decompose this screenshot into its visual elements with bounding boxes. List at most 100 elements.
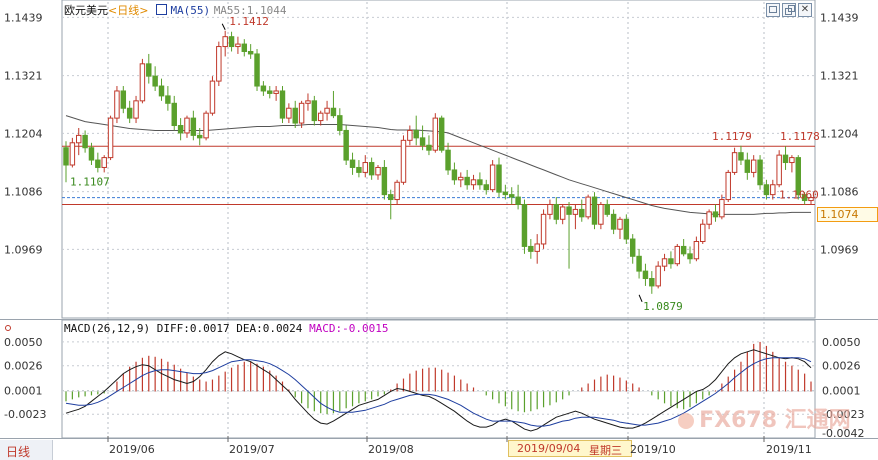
price-axis-right-label: 1.1321 — [820, 70, 859, 83]
candle-body — [674, 245, 681, 265]
macd-axis-left-label: 0.0050 — [4, 336, 43, 349]
candle-body — [801, 194, 808, 202]
candle-body — [114, 90, 120, 119]
candle-body — [547, 203, 553, 215]
price-axis-right-label: 1.1204 — [820, 127, 859, 140]
candle-body — [190, 117, 197, 136]
candle-body — [604, 203, 610, 215]
candle-body — [508, 194, 515, 198]
candle-body — [782, 154, 789, 164]
candle-body — [700, 223, 706, 242]
date-cursor-date: 2019/09/04 — [517, 442, 581, 455]
price-axis-left-label: 1.0969 — [4, 243, 43, 256]
candle-body — [419, 137, 426, 146]
candle-body — [808, 197, 814, 202]
candle-body — [750, 159, 757, 173]
candle-body — [610, 213, 617, 230]
candle-body — [107, 117, 114, 159]
candle-body — [203, 112, 209, 139]
candle-body — [413, 129, 419, 139]
candle-body — [63, 147, 69, 166]
candle-body — [566, 206, 572, 215]
candle-body — [795, 157, 801, 196]
candle-body — [598, 203, 604, 225]
candle-body — [101, 157, 107, 168]
candle-body — [464, 176, 470, 186]
current-price-label: 1.1074 — [820, 208, 859, 221]
window-icon[interactable] — [766, 3, 780, 17]
candle-body — [292, 107, 298, 124]
restore-icon[interactable] — [782, 3, 796, 17]
macd-dea: DEA:0.0024 — [236, 322, 303, 335]
candle-body — [241, 43, 248, 52]
candle-body — [623, 218, 630, 240]
candle-body — [572, 208, 579, 215]
current-price-box: 1.1074 — [817, 207, 878, 222]
close-icon[interactable]: ✕ — [798, 3, 812, 17]
candle-body — [642, 270, 649, 280]
macd-params: MACD(26,12,9) — [64, 322, 151, 335]
ma-label: MA(55) — [170, 4, 211, 17]
candle-body — [235, 43, 241, 48]
price-axis-left-label: 1.1086 — [4, 186, 43, 199]
candle-body — [305, 100, 311, 104]
high-annotation: 1.1412 — [229, 15, 269, 28]
candle-body — [388, 194, 394, 201]
price-axis-right-label: 1.1439 — [820, 11, 859, 24]
candle-body — [152, 75, 158, 87]
candle-body — [693, 241, 700, 260]
candle-body — [126, 107, 133, 119]
candle-body — [95, 159, 101, 168]
resistance-annotation: 1.1178 — [780, 130, 820, 143]
price-axis-right-label: 1.1086 — [820, 186, 859, 199]
peak-annotation: 1.1179 — [712, 130, 752, 143]
candle-body — [521, 203, 528, 247]
candle-body — [738, 152, 744, 161]
candle-body — [649, 278, 655, 287]
price-panel-frame — [61, 0, 816, 319]
candle-body — [757, 159, 763, 186]
candle-body — [477, 179, 483, 186]
symbol-label: 欧元美元 — [64, 4, 108, 17]
price-axis-left-label: 1.1321 — [4, 70, 43, 83]
date-label-oct: 2019/10 — [630, 443, 676, 456]
date-cursor-weekday: 星期三 — [589, 444, 622, 457]
macd-axis-right-label: 0.0026 — [822, 360, 861, 373]
date-label-jul: 2019/07 — [229, 443, 275, 456]
macd-axis-right-label: 0.0001 — [822, 384, 861, 397]
ma-toggle-icon[interactable] — [155, 4, 167, 15]
macd-settings-icon — [5, 325, 11, 331]
candle-body — [184, 117, 190, 134]
candle-body — [82, 134, 88, 149]
candle-body — [515, 196, 521, 205]
candle-body — [426, 144, 432, 151]
candle-body — [298, 102, 305, 124]
candle-body — [585, 196, 591, 218]
period-tab[interactable]: 日线 — [0, 440, 53, 460]
macd-axis-right-label: -0.0042 — [822, 427, 864, 440]
candle-body — [496, 164, 502, 193]
candle-body — [165, 95, 171, 104]
candle-body — [528, 245, 534, 252]
candle-body — [394, 181, 400, 201]
candle-body — [438, 117, 445, 151]
macd-axis-left-label: 0.0026 — [4, 360, 43, 373]
candle-body — [553, 203, 560, 220]
candle-body — [146, 63, 152, 77]
candle-body — [368, 162, 375, 176]
candle-body — [725, 171, 731, 201]
candle-body — [267, 90, 273, 94]
candle-body — [362, 162, 369, 173]
macd-dea-line — [65, 357, 812, 427]
candle-body — [330, 107, 337, 117]
candle-body — [591, 196, 598, 225]
candle-body — [76, 134, 82, 144]
macd-diff: DIFF:0.0017 — [156, 322, 230, 335]
candle-body — [286, 107, 292, 119]
candle-body — [445, 149, 451, 171]
candle-body — [776, 154, 782, 186]
candle-body — [381, 166, 388, 196]
period-selector[interactable]: <日线> — [108, 4, 149, 17]
candle-body — [655, 265, 661, 287]
